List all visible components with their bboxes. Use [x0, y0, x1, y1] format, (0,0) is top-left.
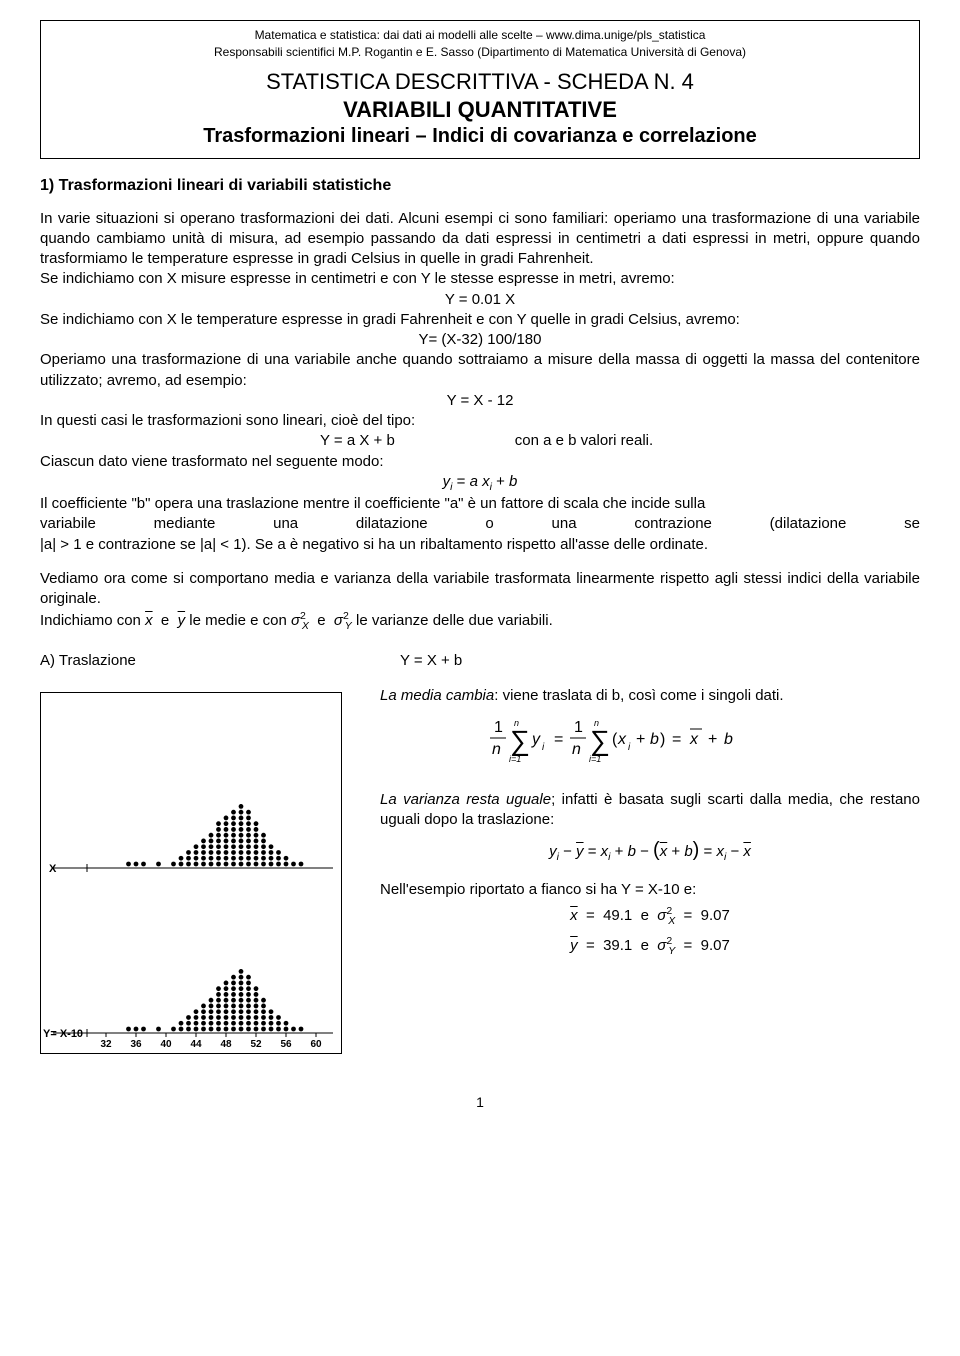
eq1: Y = 0.01 X — [40, 290, 920, 310]
para7b: variabile mediante una dilatazione o una… — [40, 514, 920, 534]
svg-text:X: X — [49, 863, 57, 875]
svg-text:i=1: i=1 — [509, 754, 521, 764]
para9b: le medie e con — [189, 612, 291, 629]
para9: Indichiamo con x e y le medie e con σ2X … — [40, 609, 920, 633]
plot-svg: 32 36 40 44 48 52 56 60 X Y= X-10 — [41, 693, 341, 1053]
dot-plot: 32 36 40 44 48 52 56 60 X Y= X-10 — [40, 692, 342, 1054]
eq-media: 1 n ∑ n i=1 y i = 1 n ∑ n i=1 ( x — [380, 714, 920, 774]
eq-ybar: y = 39.1 e σ2Y = 9.07 — [380, 934, 920, 958]
svg-text:n: n — [572, 741, 581, 758]
svg-text:60: 60 — [310, 1039, 322, 1050]
svg-text:b: b — [650, 731, 659, 748]
svg-text:y: y — [531, 731, 541, 748]
svg-text:∑: ∑ — [590, 725, 610, 756]
eq-var: yi − y = xi + b − (x + b) = xi − x — [380, 837, 920, 864]
sy-val: 9.07 — [701, 937, 730, 954]
sectionA-header: A) Traslazione Y = X + b — [40, 651, 920, 671]
r2a: La varianza resta uguale — [380, 791, 551, 808]
svg-text:x: x — [617, 731, 627, 748]
para9c: le varianze delle due variabili. — [356, 612, 553, 629]
svg-text:1: 1 — [494, 719, 503, 736]
page: Matematica e statistica: dai dati ai mod… — [0, 0, 960, 1150]
header-line1: Matematica e statistica: dai dati ai mod… — [51, 27, 909, 44]
svg-text:i=1: i=1 — [589, 754, 601, 764]
header-title2: VARIABILI QUANTITATIVE — [51, 97, 909, 123]
sectionA-title-left: A) Traslazione — [40, 651, 400, 671]
svg-text:40: 40 — [160, 1039, 172, 1050]
eq4a: Y = a X + b — [320, 431, 395, 451]
svg-text:36: 36 — [130, 1039, 142, 1050]
sectionA-title-right: Y = X + b — [400, 651, 462, 671]
header-line2: Responsabili scientifici M.P. Rogantin e… — [51, 44, 909, 61]
eq5: yi = a xi + b — [40, 472, 920, 494]
header-box: Matematica e statistica: dai dati ai mod… — [40, 20, 920, 159]
header-title3: Trasformazioni lineari – Indici di covar… — [51, 125, 909, 148]
para4: Operiamo una trasformazione di una varia… — [40, 350, 920, 391]
sx-val: 9.07 — [701, 907, 730, 924]
svg-text:): ) — [660, 731, 665, 748]
eq-media-svg: 1 n ∑ n i=1 y i = 1 n ∑ n i=1 ( x — [490, 714, 810, 768]
right-column: La media cambia: viene traslata di b, co… — [380, 686, 920, 1054]
svg-text:Y= X-10: Y= X-10 — [43, 1028, 83, 1040]
eq4b: con a e b valori reali. — [515, 431, 653, 451]
svg-text:i: i — [542, 742, 545, 753]
para9a: Indichiamo con — [40, 612, 145, 629]
svg-text:i: i — [628, 742, 631, 753]
svg-text:56: 56 — [280, 1039, 292, 1050]
svg-text:1: 1 — [574, 719, 583, 736]
eq4-row: Y = a X + b con a e b valori reali. — [40, 431, 920, 451]
ybar-val: 39.1 — [603, 937, 632, 954]
eq2: Y= (X-32) 100/180 — [40, 330, 920, 350]
r1: La media cambia: viene traslata di b, co… — [380, 686, 920, 706]
svg-text:32: 32 — [100, 1039, 112, 1050]
eq-xbar: x = 49.1 e σ2X = 9.07 — [380, 904, 920, 928]
r1a: La media cambia — [380, 687, 494, 704]
left-column: 32 36 40 44 48 52 56 60 X Y= X-10 — [40, 686, 360, 1054]
r2: La varianza resta uguale; infatti è basa… — [380, 790, 920, 831]
para1: In varie situazioni si operano trasforma… — [40, 209, 920, 270]
header-title1: STATISTICA DESCRITTIVA - SCHEDA N. 4 — [51, 69, 909, 95]
svg-text:∑: ∑ — [510, 725, 530, 756]
section1-title: 1) Trasformazioni lineari di variabili s… — [40, 177, 920, 195]
para7a: Il coefficiente "b" opera una traslazion… — [40, 494, 920, 514]
svg-text:n: n — [594, 718, 599, 728]
svg-text:n: n — [492, 741, 501, 758]
page-number: 1 — [40, 1094, 920, 1110]
para2: Se indichiamo con X misure espresse in c… — [40, 269, 920, 289]
r3: Nell'esempio riportato a fianco si ha Y … — [380, 880, 920, 900]
svg-text:n: n — [514, 718, 519, 728]
svg-text:52: 52 — [250, 1039, 262, 1050]
para7c: |a| > 1 e contrazione se |a| < 1). Se a … — [40, 535, 920, 555]
svg-text:+: + — [708, 731, 717, 748]
svg-text:+: + — [636, 731, 645, 748]
r1b: : viene traslata di b, così come i singo… — [494, 687, 783, 704]
svg-text:44: 44 — [190, 1039, 202, 1050]
two-column: 32 36 40 44 48 52 56 60 X Y= X-10 La media cambia… — [40, 686, 920, 1054]
para5: In questi casi le trasformazioni sono li… — [40, 411, 920, 431]
para3: Se indichiamo con X le temperature espre… — [40, 310, 920, 330]
svg-text:x: x — [689, 731, 699, 748]
svg-text:b: b — [724, 731, 733, 748]
svg-text:48: 48 — [220, 1039, 232, 1050]
para8: Vediamo ora come si comportano media e v… — [40, 569, 920, 610]
svg-text:=: = — [672, 731, 681, 748]
svg-text:=: = — [554, 731, 563, 748]
eq3: Y = X - 12 — [40, 391, 920, 411]
para6: Ciascun dato viene trasformato nel segue… — [40, 452, 920, 472]
xbar-val: 49.1 — [603, 907, 632, 924]
